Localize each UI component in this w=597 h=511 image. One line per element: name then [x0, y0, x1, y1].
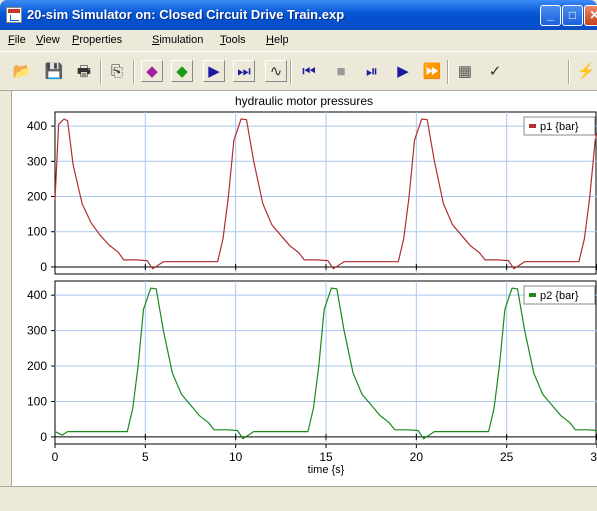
x-tick-label: 30 [590, 450, 597, 464]
maximize-button[interactable]: □ [562, 5, 583, 26]
menu-label-rest: ile [14, 34, 26, 46]
x-tick-label: 25 [500, 450, 514, 464]
run-button[interactable]: ▶ [392, 60, 414, 82]
save-disk-icon: 💾 [44, 62, 64, 80]
window-title: 20-sim Simulator on: Closed Circuit Driv… [27, 7, 345, 22]
x-tick-label: 20 [410, 450, 424, 464]
y-tick-label: 400 [27, 288, 47, 302]
menu-mnemonic: H [266, 34, 274, 46]
menu-help[interactable]: Help [266, 34, 289, 46]
lightning-icon: ⚡ [576, 62, 596, 80]
toolbar-separator [133, 60, 135, 84]
check-button[interactable]: ✓ [484, 60, 506, 82]
legend-swatch [529, 293, 536, 297]
toolbar-separator [447, 60, 449, 84]
rewind-icon: ⏮ [302, 62, 316, 80]
y-tick-label: 300 [27, 324, 47, 338]
open-folder-button[interactable]: 📂 [11, 60, 33, 82]
series-line-2 [54, 287, 597, 440]
copy-icon: ⎘ [110, 62, 123, 80]
plot-properties-icon: ▦ [457, 62, 473, 80]
close-button[interactable]: ✕ [584, 5, 597, 26]
step-forward-icon: ▶ [208, 62, 220, 80]
menu-tools[interactable]: Tools [220, 34, 246, 46]
menu-view[interactable]: View [36, 34, 60, 46]
copy-button[interactable]: ⎘ [106, 60, 128, 82]
run-fast-button[interactable]: ⏩ [421, 60, 443, 82]
run-icon: ▶ [397, 62, 409, 80]
step-icon: ⏯ [365, 62, 378, 80]
y-tick-label: 100 [27, 225, 47, 239]
menu-mnemonic: S [152, 34, 160, 46]
run-fast-icon: ⏩ [422, 62, 442, 80]
y-tick-label: 0 [40, 430, 47, 444]
stop-button[interactable]: ■ [330, 60, 352, 82]
graph-icon: ∿ [269, 62, 283, 80]
toolbar-separator [568, 60, 570, 84]
x-tick-label: 10 [229, 450, 243, 464]
menu-mnemonic: F [8, 34, 15, 46]
plot-properties-button[interactable]: ▦ [454, 60, 476, 82]
chart-title: hydraulic motor pressures [235, 94, 373, 108]
menu-label-rest: elp [273, 34, 289, 46]
y-tick-label: 200 [27, 359, 47, 373]
menu-simulation[interactable]: Simulation [152, 34, 203, 46]
legend-box [523, 116, 596, 136]
status-bar [0, 486, 597, 511]
y-tick-label: 400 [27, 119, 47, 133]
step-button[interactable]: ⏯ [361, 60, 383, 82]
print-button[interactable]: 🖶 [73, 60, 95, 82]
fast-forward-step-button[interactable]: ⏭ [233, 60, 255, 82]
rewind-button[interactable]: ⏮ [298, 60, 320, 82]
menu-label-rest: iew [43, 34, 60, 46]
plot-left-margin [0, 91, 12, 486]
legend-swatch [529, 124, 536, 128]
menu-label-rest: ools [225, 34, 246, 46]
y-tick-label: 100 [27, 394, 47, 408]
print-icon: 🖶 [76, 62, 92, 80]
x-tick-label: 0 [52, 450, 59, 464]
open-folder-icon: 📂 [12, 62, 32, 80]
menu-label-rest: imulation [159, 34, 204, 46]
step-forward-button[interactable]: ▶ [203, 60, 225, 82]
plot-area[interactable]: hydraulic motor pressures 0 100 200 300 400 p1… [12, 91, 597, 486]
y-tick-label: 300 [27, 154, 47, 168]
legend-box [523, 285, 596, 305]
x-tick-label: 5 [142, 450, 149, 464]
menu-mnemonic: V [36, 34, 44, 46]
zoom-fit-icon: ◆ [146, 62, 158, 80]
stop-icon: ■ [336, 62, 346, 80]
save-disk-button[interactable]: 💾 [43, 60, 65, 82]
zoom-icon: ◆ [176, 62, 188, 80]
menu-mnemonic: T [220, 34, 226, 46]
toolbar-separator [100, 60, 102, 84]
menu-properties[interactable]: Properties [72, 34, 122, 46]
menu-label-rest: roperties [79, 34, 123, 46]
menu-mnemonic: P [72, 34, 80, 46]
zoom-button[interactable]: ◆ [171, 60, 193, 82]
zoom-fit-button[interactable]: ◆ [141, 60, 163, 82]
series-line-1 [54, 118, 597, 270]
y-tick-label: 0 [40, 260, 47, 274]
x-axis-label: time {s} [308, 464, 345, 476]
app-icon[interactable] [6, 7, 22, 23]
legend-entry: p2 {bar} [540, 290, 579, 302]
check-icon: ✓ [488, 62, 502, 80]
graph-button[interactable]: ∿ [265, 60, 287, 82]
toolbar-separator [290, 60, 292, 84]
fast-forward-step-icon: ⏭ [237, 62, 251, 80]
toolbar: 📂 💾 🖶 ⎘ ◆ ◆ ▶ ⏭ ∿ ⏮ ■ ⏯ ▶ ⏩ ▦ ✓ ⚡ [0, 51, 597, 91]
menu-bar: File View Properties Simulation Tools Help [0, 30, 597, 50]
legend-entry: p1 {bar} [540, 121, 579, 133]
title-bar[interactable]: 20-sim Simulator on: Closed Circuit Driv… [0, 0, 597, 30]
minimize-button[interactable]: _ [540, 5, 561, 26]
menu-file[interactable]: File [8, 34, 26, 46]
lightning-button[interactable]: ⚡ [575, 60, 597, 82]
x-tick-label: 15 [319, 450, 333, 464]
y-tick-label: 200 [27, 190, 47, 204]
